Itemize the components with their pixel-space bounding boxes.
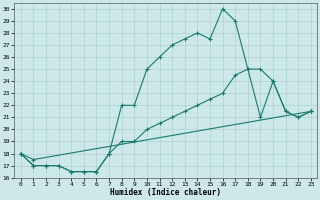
X-axis label: Humidex (Indice chaleur): Humidex (Indice chaleur)	[110, 188, 221, 197]
